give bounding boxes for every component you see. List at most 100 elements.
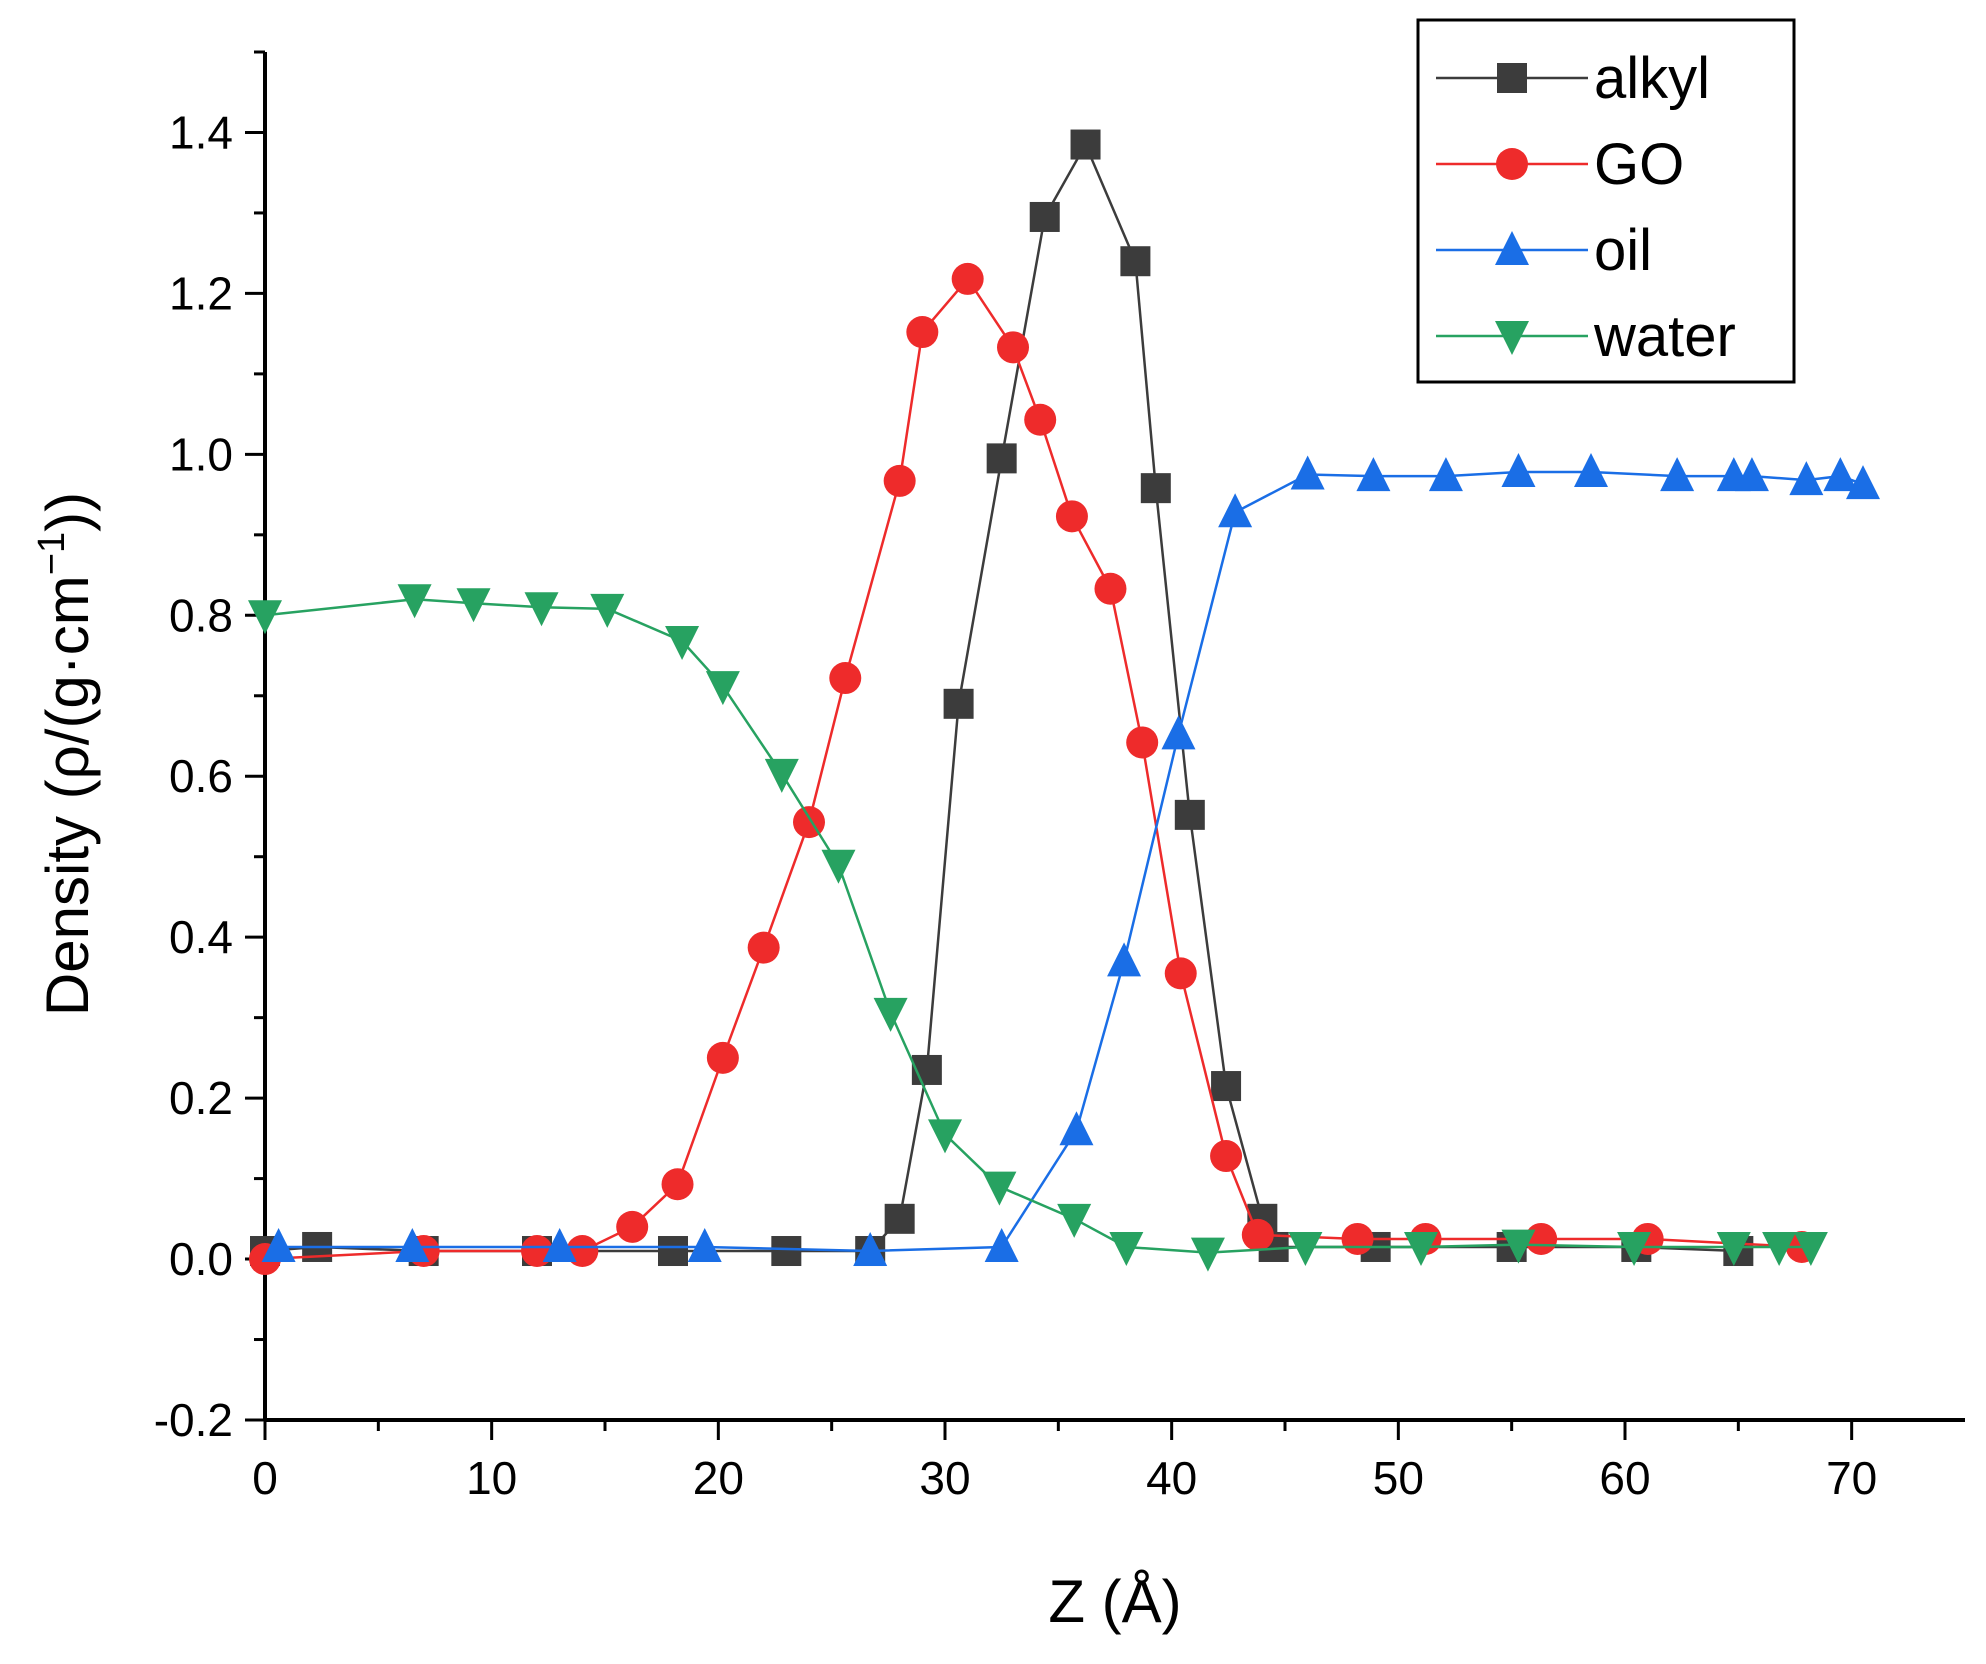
x-ticks: 0 10 20 30 40 50 60 70 (252, 1420, 1877, 1504)
x-tick-label: 60 (1599, 1452, 1650, 1504)
water-point (821, 849, 856, 884)
series-layer (248, 129, 1880, 1276)
go-point (951, 262, 984, 295)
oil-point (1218, 493, 1253, 528)
x-tick-label: 20 (693, 1452, 744, 1504)
legend-marker-alkyl (1497, 63, 1527, 93)
alkyl-point (1140, 473, 1171, 504)
oil-point (1161, 715, 1196, 750)
oil-point (853, 1232, 888, 1267)
go-point (1210, 1140, 1243, 1173)
go-point (1164, 957, 1197, 990)
alkyl-point (1070, 129, 1101, 160)
oil-point (1059, 1111, 1094, 1146)
water-point (1057, 1203, 1092, 1238)
oil-point (1823, 457, 1858, 492)
oil-point (1501, 453, 1536, 488)
y-axis-title-superscript: −1 (31, 532, 73, 575)
water-point (982, 1171, 1017, 1206)
y-tick-label: 1.0 (169, 428, 233, 480)
go-point (706, 1041, 739, 1074)
y-tick-label: 1.4 (169, 106, 233, 158)
alkyl-point (1211, 1071, 1242, 1102)
water-point (705, 671, 740, 706)
oil-point (261, 1227, 296, 1262)
oil-point (542, 1227, 577, 1262)
water-point (1109, 1231, 1144, 1266)
water-point (1404, 1231, 1438, 1266)
legend-box (1416, 18, 1796, 384)
water-line (264, 597, 1811, 1254)
water-point (1288, 1231, 1323, 1266)
water-point (1190, 1237, 1225, 1272)
legend-label-water: water (1593, 304, 1736, 369)
water-point (456, 588, 491, 623)
go-point (661, 1168, 694, 1201)
legend-label-go: GO (1594, 132, 1684, 197)
legend-marker-go (1496, 148, 1528, 180)
legend-label-oil: oil (1594, 218, 1652, 283)
go-point (1126, 726, 1159, 759)
y-tick-label: 0.8 (169, 589, 233, 641)
go-point (997, 331, 1029, 364)
x-tick-label: 70 (1826, 1452, 1877, 1504)
y-ticks: -0.2 0.0 0.2 0.4 0.6 0.8 1.0 1.2 1.4 (154, 50, 265, 1446)
x-axis-title: Z (Å) (1048, 1568, 1181, 1635)
water-point (764, 758, 799, 793)
series-water (248, 584, 1828, 1272)
water-point (873, 997, 908, 1032)
water-point (590, 593, 625, 628)
water-point (1716, 1231, 1751, 1266)
oil-point (1846, 465, 1880, 500)
water-point (248, 600, 282, 635)
legend-marker-water (1495, 321, 1529, 355)
legend-label-alkyl: alkyl (1594, 46, 1710, 111)
water-point (397, 584, 432, 619)
x-tick-label: 50 (1373, 1452, 1424, 1504)
water-point (1793, 1231, 1828, 1266)
y-tick-label: 0.4 (169, 911, 233, 963)
oil-point (1428, 457, 1463, 492)
oil-point (1356, 457, 1391, 492)
go-point (747, 931, 780, 964)
water-point (1762, 1231, 1797, 1266)
go-point (1024, 403, 1057, 436)
go-point (1055, 500, 1088, 533)
go-point (883, 464, 916, 497)
water-point (928, 1119, 962, 1154)
go-point (906, 316, 939, 349)
alkyl-point (884, 1203, 915, 1234)
series-oil (261, 453, 1880, 1267)
x-tick-label: 10 (466, 1452, 517, 1504)
alkyl-point (943, 688, 974, 719)
oil-point (1789, 461, 1824, 496)
go-point (1241, 1218, 1274, 1251)
water-point (1617, 1231, 1652, 1266)
legend: alkyl GO oil water (1416, 18, 1796, 384)
alkyl-point (1029, 201, 1060, 232)
go-point (829, 662, 862, 695)
water-point (1501, 1229, 1536, 1264)
axes (263, 52, 1965, 1422)
oil-point (1290, 455, 1325, 490)
x-tick-label: 30 (919, 1452, 970, 1504)
alkyl-point (1174, 799, 1205, 830)
y-tick-label: 1.2 (169, 267, 233, 319)
go-point (616, 1210, 649, 1243)
alkyl-point (1120, 246, 1151, 277)
oil-point (1660, 457, 1695, 492)
oil-point (984, 1227, 1019, 1262)
y-tick-label: -0.2 (154, 1394, 233, 1446)
alkyl-point (986, 443, 1017, 474)
oil-point (1574, 453, 1608, 488)
alkyl-point (771, 1236, 802, 1267)
water-point (524, 592, 559, 627)
x-tick-label: 40 (1146, 1452, 1197, 1504)
alkyl-point (658, 1236, 688, 1267)
y-tick-label: 0.2 (169, 1072, 233, 1124)
y-axis-title: Density (ρ/(g·cm−1)) (31, 492, 101, 1016)
y-axis-title-main: Density (ρ/(g·cm (34, 575, 101, 1016)
go-point (1094, 572, 1127, 605)
series-go (249, 262, 1818, 1276)
